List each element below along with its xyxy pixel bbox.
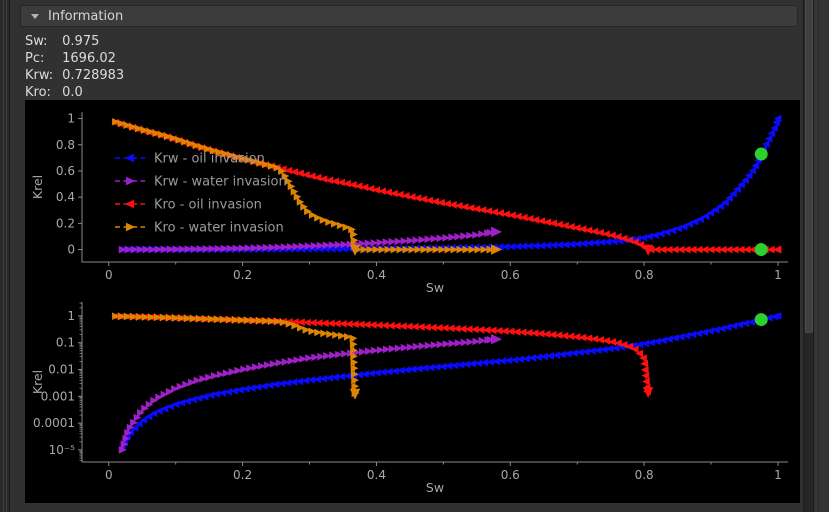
legend-marker-icon — [126, 222, 135, 232]
series-end-arrow — [642, 244, 654, 256]
legend-marker-icon — [125, 153, 134, 163]
series-end-arrow — [491, 226, 503, 238]
section-title: Information — [48, 8, 124, 24]
info-value-pc: 1696.02 — [62, 51, 116, 66]
series-kro-oil — [111, 312, 654, 399]
vertical-scrollbar-thumb[interactable] — [805, 0, 813, 333]
legend: Krw - oil invasion Krw - water invasion Kr… — [115, 152, 287, 236]
legend-label: Krw - water invasion — [154, 175, 287, 190]
legend-marker-icon — [126, 176, 135, 186]
legend-label: Kro - water invasion — [154, 221, 284, 236]
info-label-krw: Krw: — [25, 68, 54, 83]
series-krw-water — [118, 334, 503, 454]
panel-edge-groove — [818, 0, 819, 512]
info-label-sw: Sw: — [25, 34, 48, 49]
info-label-kro: Kro: — [25, 85, 51, 100]
series-markers — [112, 118, 495, 254]
information-section-header[interactable]: Information — [20, 5, 798, 27]
krel-plots-canvas[interactable]: 0 0.2 0.4 0.6 0.8 1 0 0.2 0.4 0.6 0.8 1 Sw Krel Krw - … — [25, 100, 800, 503]
y-tick-label: 1 — [67, 112, 75, 126]
y-axis-label: Krel — [30, 370, 45, 394]
series-krw-oil — [117, 114, 782, 254]
splitter-groove — [3, 0, 4, 512]
y-tick-label: 0.6 — [56, 164, 75, 178]
axis-spines — [81, 112, 788, 263]
series-kro-water — [112, 118, 503, 256]
y-axis-label: Krel — [30, 175, 45, 199]
x-tick-label: 0 — [105, 268, 113, 282]
info-label-pc: Pc: — [25, 51, 45, 66]
right-panel-edge — [813, 0, 829, 512]
chart-log: 0 0.2 0.4 0.6 0.8 1 1 0.1 0.01 0.001 0.0001 10⁻⁵ Sw K… — [30, 302, 788, 495]
x-tick-label: 0.6 — [501, 268, 520, 282]
info-readout: Sw: 0.975 Pc: 1696.02 Krw: 0.728983 Kro:… — [25, 33, 124, 101]
y-tick-label: 0.0001 — [33, 416, 75, 430]
x-tick-label: 0.4 — [367, 468, 386, 482]
x-tick-label: 0.6 — [501, 468, 520, 482]
krel-plots-figure[interactable]: 0 0.2 0.4 0.6 0.8 1 0 0.2 0.4 0.6 0.8 1 Sw Krel Krw - … — [25, 100, 800, 503]
x-tick-label: 1 — [774, 268, 782, 282]
series-end-arrow — [491, 244, 503, 255]
legend-label: Kro - oil invasion — [154, 198, 262, 213]
highlight-point — [754, 313, 768, 327]
y-tick-label: 0.01 — [48, 363, 75, 377]
x-tick-label: 0.8 — [635, 468, 654, 482]
highlight-point — [754, 147, 768, 161]
series-kro-water — [112, 312, 361, 400]
series-markers — [111, 312, 651, 396]
info-value-kro: 0.0 — [62, 85, 83, 100]
y-tick-label: 0.1 — [56, 336, 75, 350]
y-tick-label: 0.001 — [41, 389, 75, 403]
x-tick-label: 0.4 — [367, 268, 386, 282]
collapse-triangle-icon — [31, 13, 39, 19]
axis-spines — [81, 302, 788, 463]
panel-splitter-handle[interactable] — [0, 0, 10, 512]
info-value-sw: 0.975 — [62, 34, 100, 49]
x-tick-label: 0.8 — [635, 268, 654, 282]
legend-marker-icon — [125, 199, 134, 209]
series-krw-water — [118, 226, 503, 254]
series-end-arrow — [349, 244, 361, 256]
series-end-arrow — [349, 388, 361, 400]
y-tick-label: 0 — [67, 243, 75, 257]
info-row-kro: Kro: 0.0 — [25, 84, 124, 101]
x-axis-label: Sw — [426, 480, 444, 495]
x-tick-label: 0.2 — [233, 468, 252, 482]
vertical-scrollbar-track[interactable] — [803, 0, 813, 512]
x-tick-label: 0 — [105, 468, 113, 482]
x-tick-label: 0.2 — [233, 268, 252, 282]
info-row-pc: Pc: 1696.02 — [25, 50, 124, 67]
chart-linear: 0 0.2 0.4 0.6 0.8 1 0 0.2 0.4 0.6 0.8 1 Sw Krel Krw - … — [30, 112, 788, 295]
y-tick-label: 1 — [67, 309, 75, 323]
series-end-arrow — [642, 387, 654, 399]
series-end-arrow — [491, 334, 503, 345]
highlight-point — [754, 243, 768, 257]
splitter-groove — [6, 0, 7, 512]
y-tick-label: 0.2 — [56, 216, 75, 230]
series-markers — [118, 335, 495, 454]
info-row-krw: Krw: 0.728983 — [25, 67, 124, 84]
x-tick-label: 1 — [774, 468, 782, 482]
y-tick-label: 0.8 — [56, 138, 75, 152]
series-markers — [117, 312, 782, 452]
y-tick-label: 0.4 — [56, 190, 75, 204]
series-krw-oil — [117, 312, 782, 452]
legend-label: Krw - oil invasion — [154, 152, 265, 167]
series-markers — [118, 228, 495, 254]
x-axis-label: Sw — [426, 280, 444, 295]
y-tick-label: 10⁻⁵ — [49, 443, 76, 457]
info-value-krw: 0.728983 — [62, 68, 125, 83]
info-row-sw: Sw: 0.975 — [25, 33, 124, 50]
